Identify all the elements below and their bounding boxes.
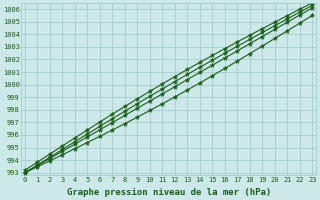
X-axis label: Graphe pression niveau de la mer (hPa): Graphe pression niveau de la mer (hPa) — [67, 188, 271, 197]
